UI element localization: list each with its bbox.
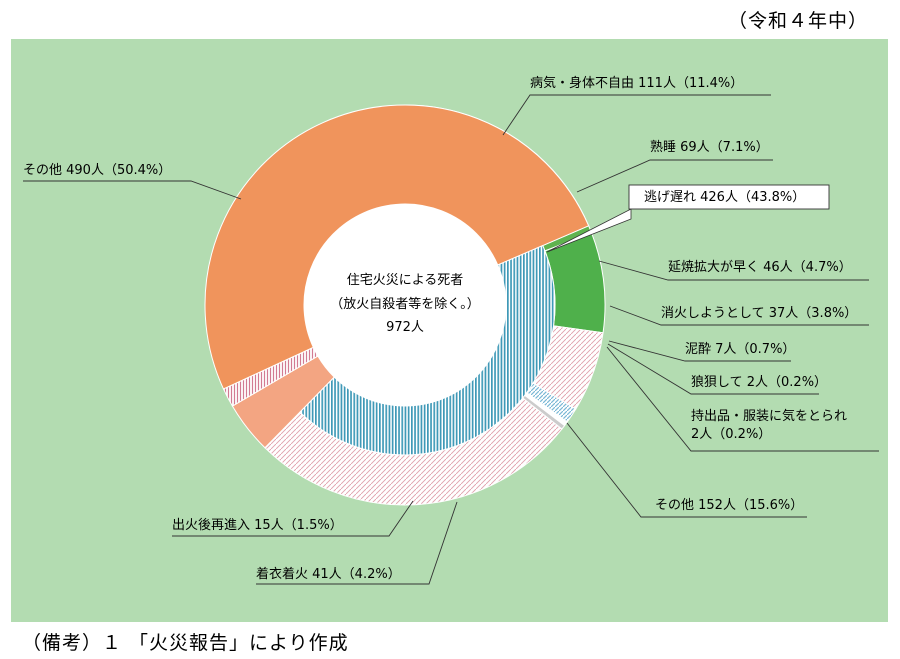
leader-drunk	[608, 340, 791, 362]
donut-chart: 病気・身体不自由 111人（11.4%） 熟睡 69人（7.1%） 逃げ遅れ 426…	[23, 75, 879, 585]
label-other-main: その他 490人（50.4%）	[23, 163, 171, 178]
period-label: （令和４年中）	[727, 10, 868, 32]
label-belongings-line2: 2人（0.2%）	[691, 427, 771, 442]
leader-deep-sleep	[576, 159, 773, 193]
leader-panic	[607, 343, 819, 395]
leader-fast-spread	[598, 260, 869, 281]
label-deep-sleep: 熟睡 69人（7.1%）	[650, 139, 769, 155]
leader-clothing-fire	[256, 501, 458, 585]
center-label-1: 住宅火災による死者	[347, 273, 464, 288]
label-box-escape-delay-sub	[628, 184, 830, 210]
leader-illness	[502, 94, 771, 136]
leader-extinguish	[609, 305, 869, 326]
label-panic: 狼狽して 2人（0.2%）	[691, 375, 827, 390]
label-extinguish: 消火しようとして 37人（3.8%）	[661, 306, 857, 321]
center-label-2: （放火自殺者等を除く。）	[330, 296, 480, 312]
leader-other-main	[23, 180, 242, 200]
label-clothing-fire: 着衣着火 41人（4.2%）	[256, 566, 401, 582]
label-other-escape: その他 152人（15.6%）	[655, 498, 803, 513]
leader-reentry	[172, 500, 414, 537]
label-reentry: 出火後再進入 15人（1.5%）	[172, 518, 343, 533]
source-note: （備考）１ 「火災報告」により作成	[22, 632, 349, 654]
label-drunk: 泥酔 7人（0.7%）	[685, 342, 795, 357]
label-illness: 病気・身体不自由 111人（11.4%）	[530, 75, 743, 91]
leader-belongings	[606, 346, 879, 452]
label-escape-delay-sub: 逃げ遅れ 426人（43.8%）	[644, 190, 805, 205]
label-fast-spread: 延焼拡大が早く 46人（4.7%）	[668, 260, 852, 275]
center-label-3: 972人	[386, 320, 424, 335]
label-belongings-line1: 持出品・服装に気をとられ	[691, 408, 847, 424]
callout-pointer	[546, 208, 632, 253]
chart-panel: 病気・身体不自由 111人（11.4%） 熟睡 69人（7.1%） 逃げ遅れ 426…	[11, 39, 888, 622]
leader-other-escape	[566, 422, 807, 518]
center-disc	[304, 204, 506, 406]
